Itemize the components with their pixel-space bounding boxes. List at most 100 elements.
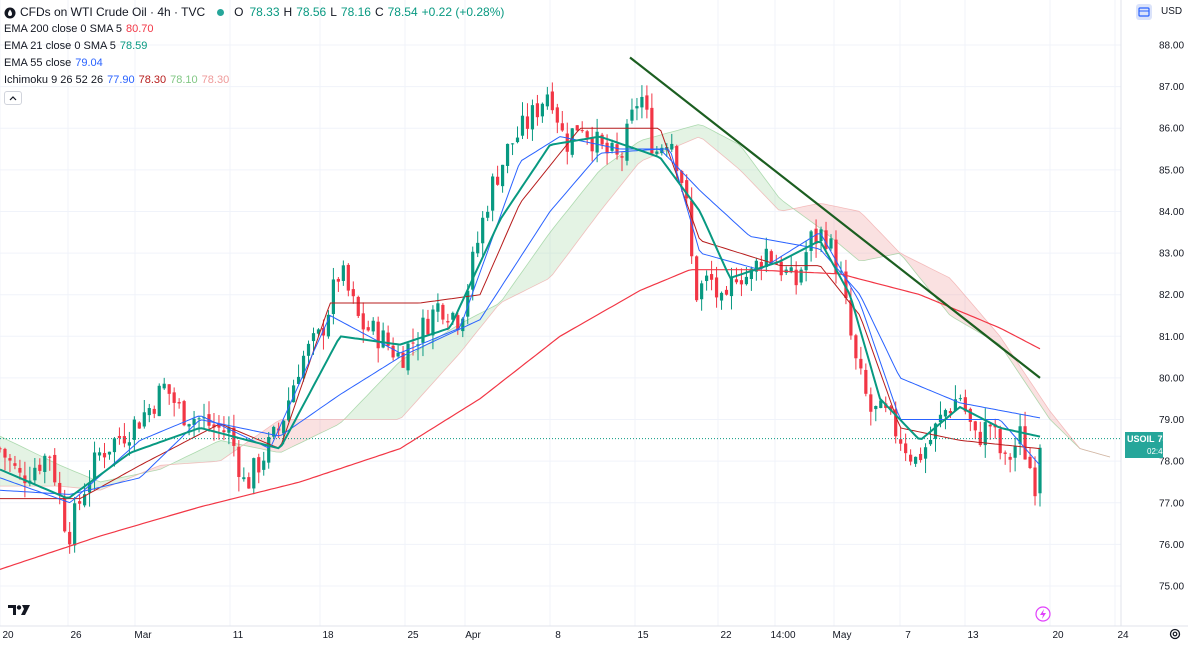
candle-body xyxy=(192,418,196,425)
candle-body xyxy=(326,314,331,337)
candle xyxy=(789,255,793,274)
candle-body xyxy=(401,352,405,368)
candle xyxy=(1008,453,1012,473)
currency-button[interactable] xyxy=(1136,4,1152,20)
settings-gear-icon[interactable] xyxy=(1168,627,1182,641)
candle xyxy=(515,126,520,144)
candle xyxy=(137,421,141,429)
candle xyxy=(580,121,584,133)
candle-body xyxy=(331,279,335,315)
candle-body xyxy=(0,448,2,450)
candle xyxy=(92,441,97,490)
time-tick-label: 11 xyxy=(233,630,244,641)
indicator-ema21[interactable]: EMA 21 close 0 SMA 5 78.59 xyxy=(4,38,504,55)
candle xyxy=(988,423,992,440)
collapse-legend-button[interactable] xyxy=(4,91,22,105)
candle-body xyxy=(923,447,928,459)
candle xyxy=(595,118,599,163)
candle xyxy=(142,400,146,429)
candle-body xyxy=(346,264,350,291)
time-tick-label: 15 xyxy=(637,630,649,641)
candle-body xyxy=(600,134,604,145)
candle-body xyxy=(252,458,256,489)
currency-icon xyxy=(1138,7,1150,17)
candle-body xyxy=(306,343,311,356)
candle-body xyxy=(799,269,803,283)
candle-body xyxy=(92,452,97,481)
candle xyxy=(272,425,276,439)
candle xyxy=(356,295,360,319)
candle-body xyxy=(1023,426,1027,460)
indicator-ichimoku[interactable]: Ichimoku 9 26 52 26 77.90 78.30 78.10 78… xyxy=(4,72,504,89)
senkou-span-a xyxy=(0,124,1111,483)
flash-icon[interactable] xyxy=(1035,606,1051,622)
candle xyxy=(839,261,843,274)
price-tick-label: 88.00 xyxy=(1159,41,1184,52)
candle-body xyxy=(575,125,579,131)
currency-label[interactable]: USD xyxy=(1161,6,1183,17)
candle-body xyxy=(167,384,171,394)
candle-body xyxy=(461,318,465,332)
candle xyxy=(500,164,505,193)
time-tick-label: Mar xyxy=(134,630,152,641)
candle xyxy=(306,340,311,365)
candle xyxy=(545,86,549,110)
candle-body xyxy=(948,411,953,414)
candle-body xyxy=(789,267,793,273)
candle xyxy=(560,111,564,132)
candle-body xyxy=(476,242,480,254)
indicator-ema55[interactable]: EMA 55 close 79.04 xyxy=(4,55,504,72)
symbol-title[interactable]: CFDs on WTI Crude Oil · 4h · TVC xyxy=(20,5,206,19)
time-axis: 20 26 Mar 11 18 25 Apr 8 15 22 14:00 May 7 13 20 24 xyxy=(2,630,1129,641)
candle xyxy=(540,102,544,123)
candle xyxy=(1033,456,1037,506)
candle-body xyxy=(590,137,594,152)
candle-body xyxy=(540,103,544,117)
candle-body xyxy=(705,275,709,282)
candle xyxy=(1003,450,1007,465)
candle-body xyxy=(58,482,62,495)
candle xyxy=(993,418,997,439)
candle-body xyxy=(496,176,500,185)
tradingview-logo-icon[interactable] xyxy=(8,603,30,617)
candle xyxy=(13,455,17,470)
candle-body xyxy=(595,131,599,153)
candle-body xyxy=(734,279,739,283)
candle-body xyxy=(371,320,375,332)
price-tick-label: 75.00 xyxy=(1159,582,1184,593)
candle-body xyxy=(147,408,151,416)
candle-body xyxy=(510,143,515,145)
candle-body xyxy=(605,142,609,154)
candle-body xyxy=(97,452,102,456)
candle xyxy=(973,420,977,440)
indicator-ema200[interactable]: EMA 200 close 0 SMA 5 80.70 xyxy=(4,21,504,38)
candle xyxy=(496,165,500,186)
candle-body xyxy=(341,265,345,281)
candle xyxy=(555,103,559,134)
candle-body xyxy=(809,231,813,251)
candle-body xyxy=(630,109,634,121)
candle-body xyxy=(301,355,306,379)
candle xyxy=(331,267,335,325)
candle-body xyxy=(690,200,694,257)
candle-body xyxy=(1013,446,1017,458)
candle-body xyxy=(311,333,316,342)
candle xyxy=(102,442,107,469)
candle-body xyxy=(107,451,112,455)
candle-body xyxy=(719,292,724,301)
candle-body xyxy=(361,313,365,330)
high-value: 78.56 xyxy=(296,5,327,19)
candle-body xyxy=(794,269,798,286)
candle xyxy=(530,99,535,141)
cloud-bearish xyxy=(793,203,1085,451)
candle-body xyxy=(520,115,525,136)
candle-body xyxy=(909,454,913,462)
open-value: 78.33 xyxy=(249,5,280,19)
candle-body xyxy=(117,435,122,438)
price-tick-label: 76.00 xyxy=(1159,540,1184,551)
candle xyxy=(336,277,340,292)
candle xyxy=(714,266,719,308)
change-value: +0.22 (+0.28%) xyxy=(421,5,505,19)
price-tag-price: 78.54 xyxy=(1157,434,1181,444)
